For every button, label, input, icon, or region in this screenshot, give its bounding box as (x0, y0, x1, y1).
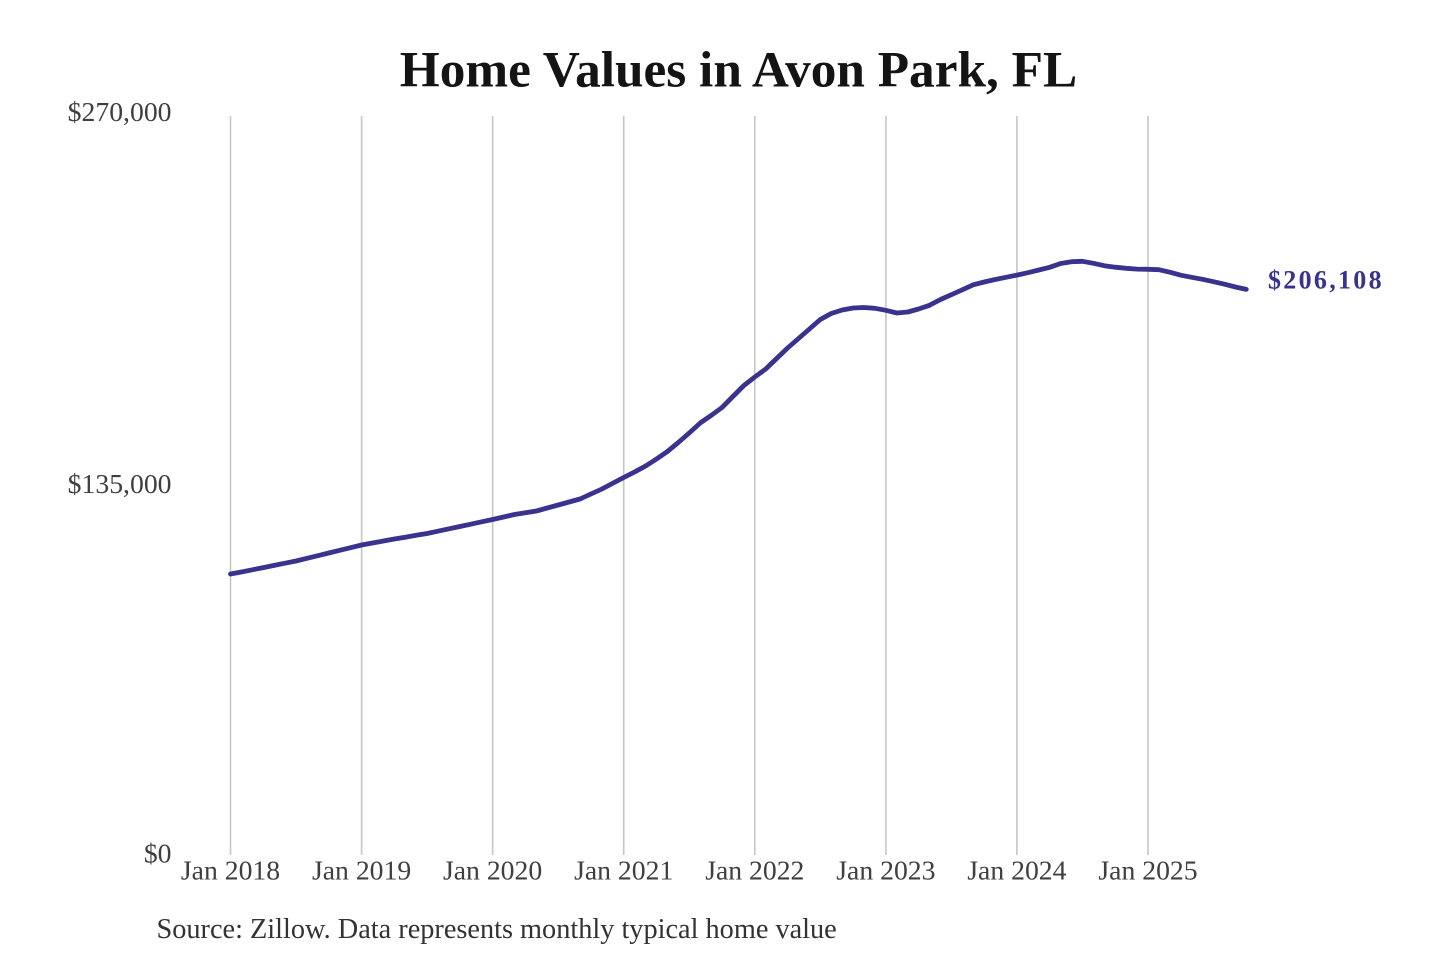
svg-text:Jan 2024: Jan 2024 (967, 855, 1066, 886)
svg-text:$135,000: $135,000 (68, 468, 172, 499)
svg-text:$0: $0 (144, 837, 172, 868)
svg-text:$270,000: $270,000 (68, 96, 172, 127)
svg-text:Jan 2019: Jan 2019 (312, 855, 411, 886)
svg-text:Jan 2023: Jan 2023 (836, 855, 935, 886)
svg-text:Jan 2020: Jan 2020 (443, 855, 542, 886)
svg-text:$206,108: $206,108 (1268, 266, 1384, 295)
svg-text:Jan 2022: Jan 2022 (705, 855, 804, 886)
svg-text:Home Values in Avon Park, FL: Home Values in Avon Park, FL (400, 42, 1077, 99)
svg-text:Jan 2018: Jan 2018 (181, 855, 280, 886)
svg-text:Source: Zillow. Data represent: Source: Zillow. Data represents monthly … (157, 914, 837, 945)
svg-text:Jan 2025: Jan 2025 (1098, 855, 1197, 886)
svg-text:Jan 2021: Jan 2021 (574, 855, 673, 886)
